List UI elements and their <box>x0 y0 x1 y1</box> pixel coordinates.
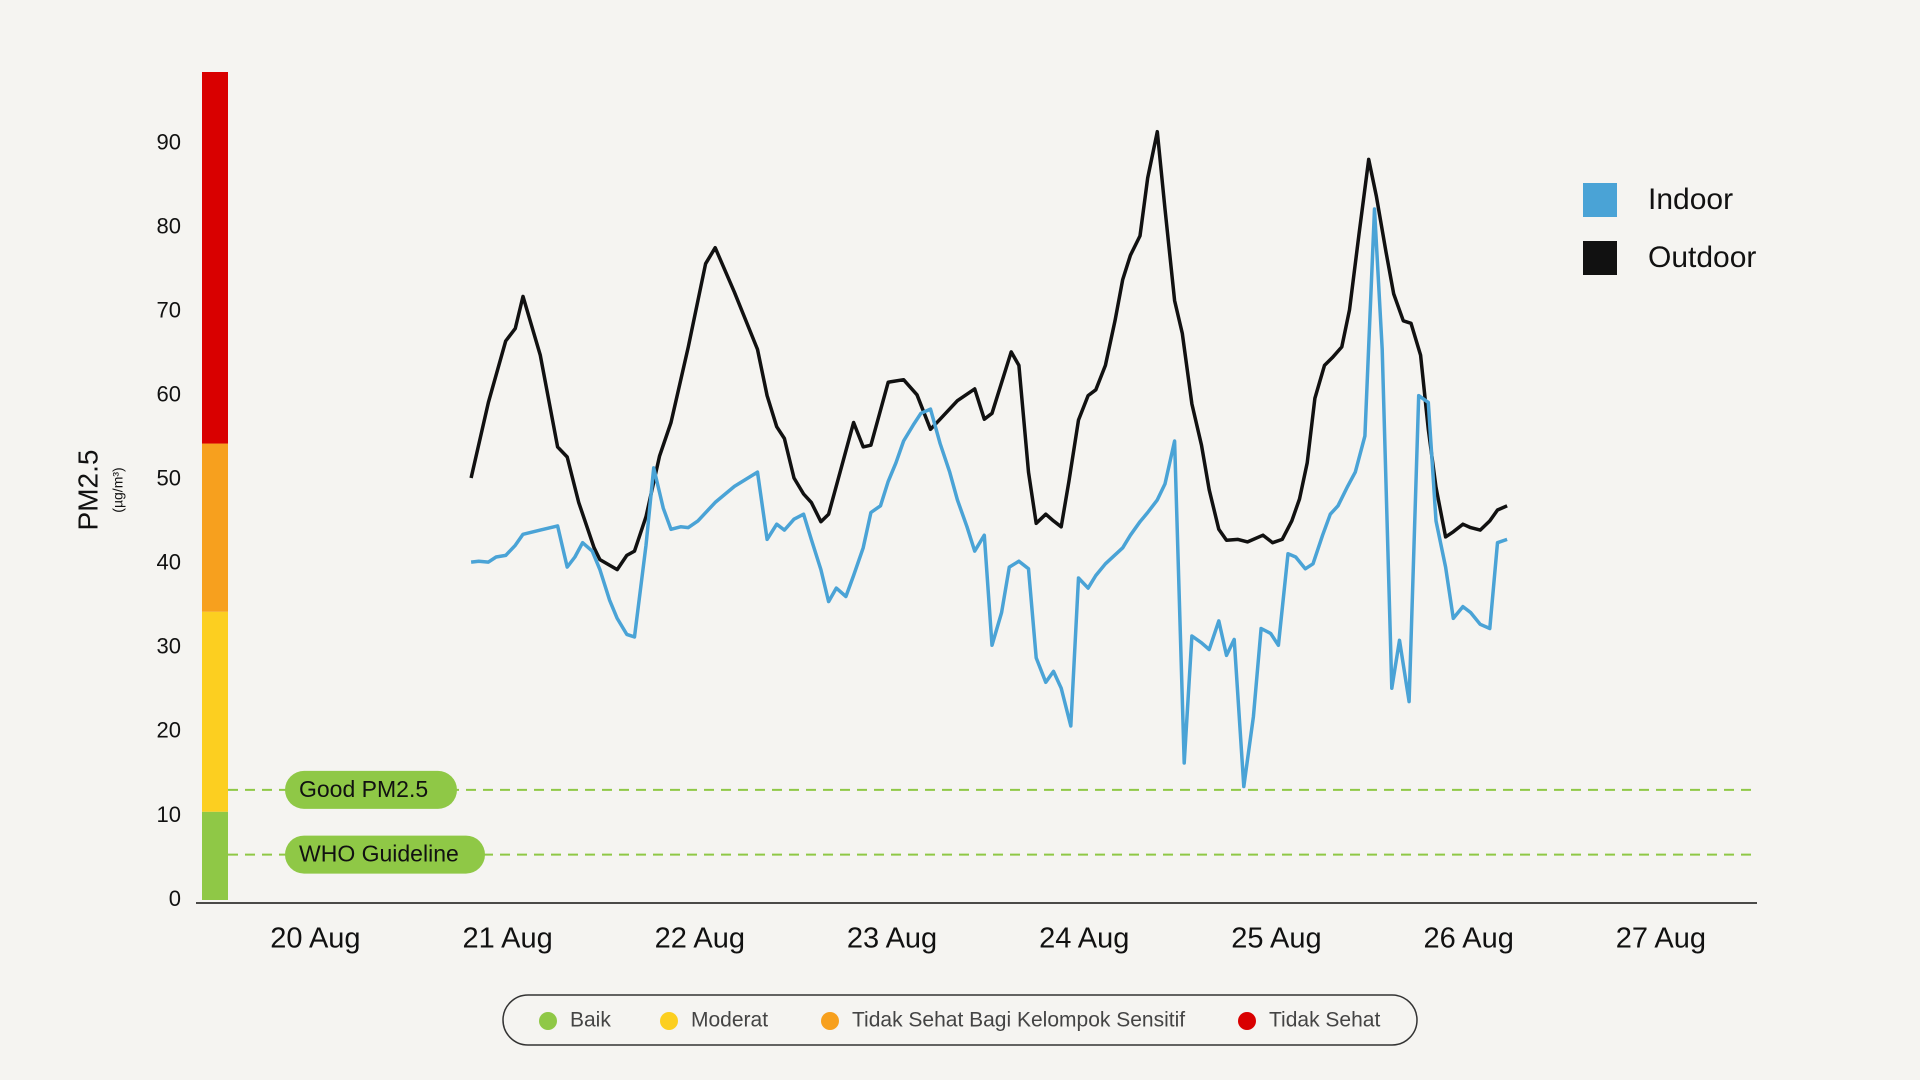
band-segment <box>202 443 228 612</box>
legend-swatch <box>1583 241 1617 275</box>
band-segment <box>202 611 228 812</box>
x-tick-label: 23 Aug <box>847 923 937 955</box>
x-tick-label: 25 Aug <box>1231 923 1321 955</box>
band-legend-label: Tidak Sehat Bagi Kelompok Sensitif <box>852 1009 1185 1032</box>
x-tick-label: 26 Aug <box>1424 923 1514 955</box>
y-tick-label: 80 <box>157 213 181 238</box>
band-legend-label: Baik <box>570 1009 611 1032</box>
x-tick-label: 22 Aug <box>655 923 745 955</box>
y-tick-label: 60 <box>157 381 181 406</box>
y-tick-label: 70 <box>157 297 181 322</box>
x-tick-label: 20 Aug <box>270 923 360 955</box>
legend-label: Outdoor <box>1648 241 1756 274</box>
band-segment <box>202 72 228 444</box>
x-tick-label: 21 Aug <box>462 923 552 955</box>
reference-label: Good PM2.5 <box>299 776 428 802</box>
band-legend-dot <box>660 1012 678 1030</box>
legend-label: Indoor <box>1648 183 1733 216</box>
y-axis-label: PM2.5 <box>72 450 103 531</box>
y-tick-label: 10 <box>157 802 181 827</box>
y-axis-unit: (µg/m³) <box>110 467 126 512</box>
reference-label: WHO Guideline <box>299 841 459 867</box>
y-tick-label: 90 <box>157 129 181 154</box>
legend-swatch <box>1583 183 1617 217</box>
band-legend-dot <box>539 1012 557 1030</box>
band-legend-box <box>502 994 1418 1046</box>
series-line <box>470 207 1508 789</box>
reference-label-bg <box>285 835 485 874</box>
band-legend-dot <box>821 1012 839 1030</box>
y-tick-label: 0 <box>169 886 181 911</box>
series-line <box>469 129 1508 572</box>
band-legend-label: Tidak Sehat <box>1269 1009 1380 1032</box>
reference-label-bg <box>285 770 457 809</box>
band-legend-label: Moderat <box>691 1009 768 1032</box>
x-tick-label: 27 Aug <box>1616 923 1706 955</box>
x-tick-label: 24 Aug <box>1039 923 1129 955</box>
y-tick-label: 40 <box>157 550 181 575</box>
band-legend-dot <box>1238 1012 1256 1030</box>
y-tick-label: 30 <box>157 634 181 659</box>
y-tick-label: 20 <box>157 718 181 743</box>
band-segment <box>202 811 228 900</box>
y-tick-label: 50 <box>157 466 181 491</box>
